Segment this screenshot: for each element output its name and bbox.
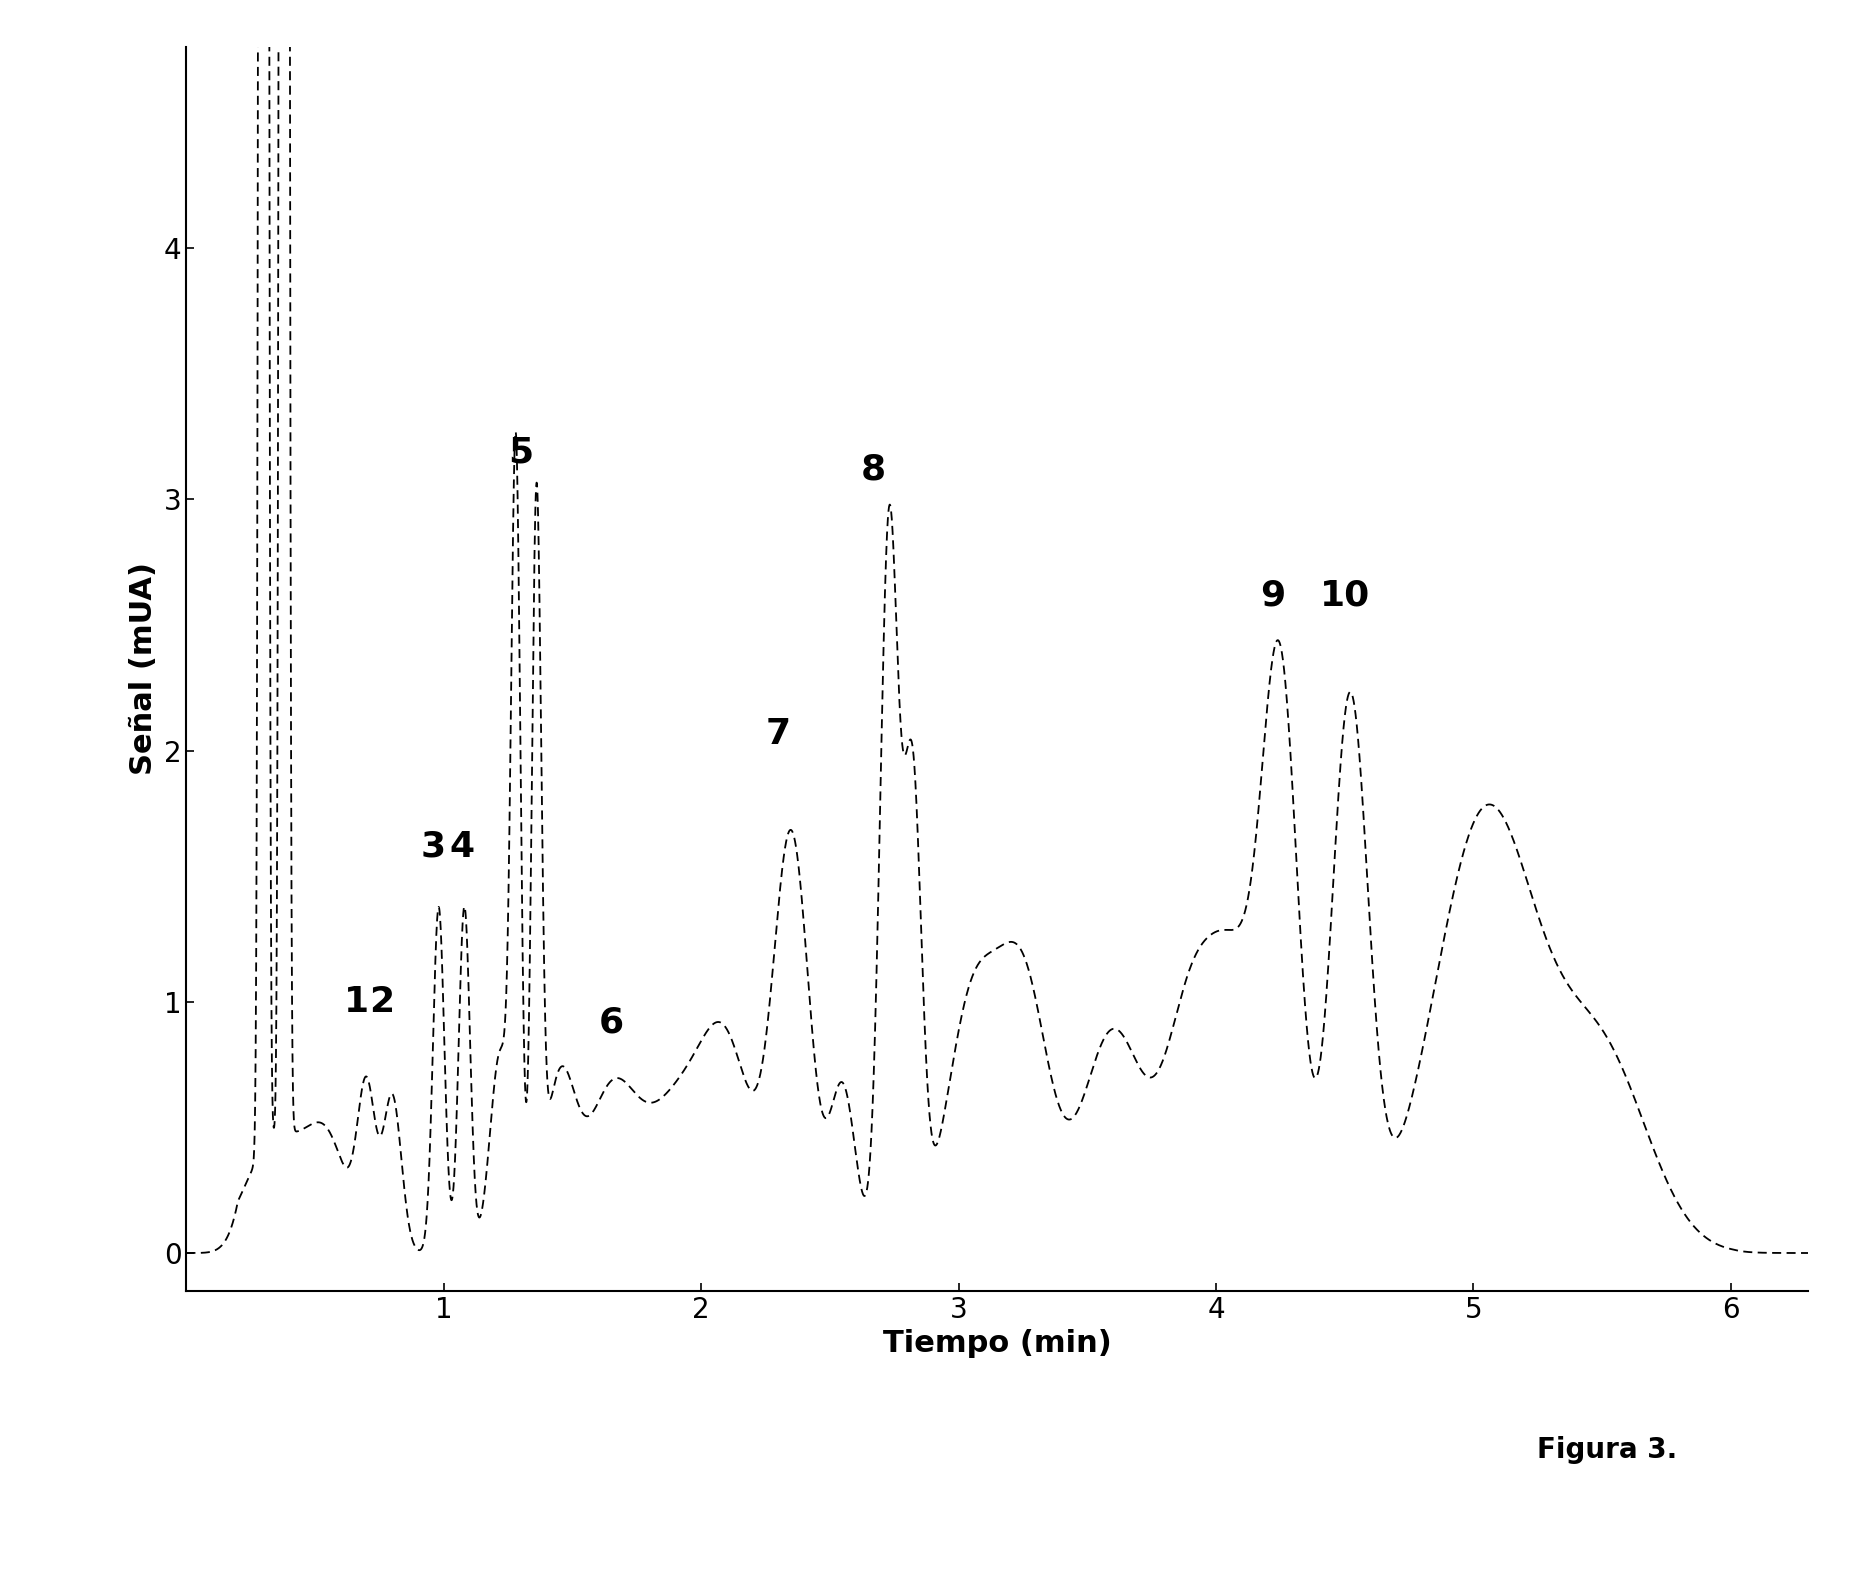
X-axis label: Tiempo (min): Tiempo (min) — [884, 1328, 1111, 1358]
Text: 8: 8 — [861, 453, 885, 486]
Text: 4: 4 — [449, 829, 475, 864]
Text: 10: 10 — [1320, 578, 1370, 612]
Text: 3: 3 — [421, 829, 445, 864]
Text: 7: 7 — [766, 716, 790, 751]
Text: Figura 3.: Figura 3. — [1538, 1435, 1678, 1464]
Text: 9: 9 — [1260, 578, 1286, 612]
Text: 5: 5 — [509, 436, 533, 469]
Text: 6: 6 — [598, 1006, 624, 1039]
Text: 2: 2 — [369, 985, 395, 1020]
Text: 1: 1 — [343, 985, 369, 1020]
Y-axis label: Señal (mUA): Señal (mUA) — [129, 562, 158, 776]
